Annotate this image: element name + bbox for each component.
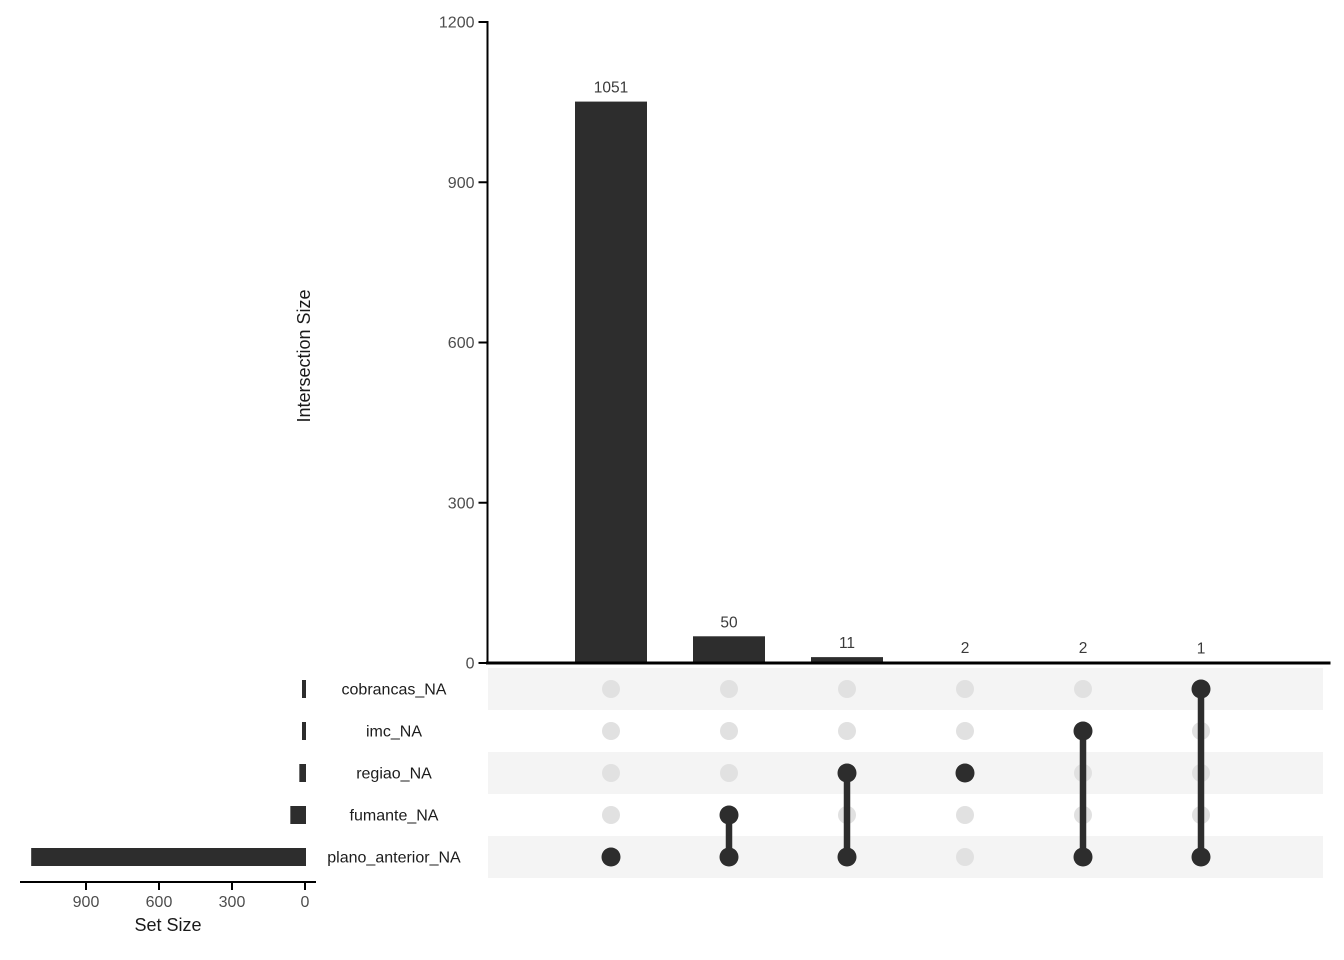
intersection-bar (693, 636, 765, 663)
set-row-label: cobrancas_NA (342, 682, 447, 699)
matrix-dot-inactive (956, 722, 974, 740)
set-row-label: regiao_NA (356, 766, 432, 783)
intersection-size-axis-title: Intersection Size (294, 289, 314, 422)
matrix-dot-inactive (838, 680, 856, 698)
matrix-dot-inactive (602, 722, 620, 740)
matrix-dot-inactive (1074, 680, 1092, 698)
matrix-dot-active (955, 763, 975, 783)
matrix-dot-active (601, 847, 621, 867)
set-size-bar (299, 764, 306, 782)
matrix-dot-inactive (720, 722, 738, 740)
set-row-label: imc_NA (366, 724, 422, 741)
matrix-dot-active (1191, 679, 1211, 699)
matrix-dot-active (1073, 721, 1093, 741)
intersection-bar-value: 50 (720, 614, 738, 631)
set-size-tick-label: 300 (219, 894, 246, 911)
intersection-bar (575, 101, 647, 664)
y-axis-tick-label: 1200 (439, 15, 475, 32)
matrix-dot-active (837, 847, 857, 867)
set-size-bar (302, 722, 306, 740)
set-size-axis-title: Set Size (134, 915, 201, 935)
matrix-row-stripe (488, 836, 1323, 878)
x-baseline (486, 661, 1331, 665)
matrix-dot-inactive (956, 680, 974, 698)
matrix-dot-inactive (720, 680, 738, 698)
matrix-dot-active (837, 763, 857, 783)
intersection-bar-value: 11 (839, 635, 855, 652)
set-row-label: plano_anterior_NA (327, 850, 461, 867)
y-axis-tick-label: 0 (466, 656, 475, 673)
intersection-bar-value: 1 (1197, 640, 1206, 657)
y-axis-tick-label: 900 (448, 175, 475, 192)
matrix-dot-inactive (956, 806, 974, 824)
matrix-dot-inactive (720, 764, 738, 782)
set-size-tick-label: 900 (73, 894, 100, 911)
set-size-tick-label: 0 (301, 894, 310, 911)
intersection-bar-value: 2 (961, 640, 970, 657)
matrix-dot-inactive (602, 764, 620, 782)
intersection-bar (811, 657, 883, 663)
matrix-dot-inactive (602, 806, 620, 824)
set-size-bar (302, 680, 306, 698)
set-row-label: fumante_NA (350, 808, 439, 825)
set-size-bar (31, 848, 307, 866)
intersection-bar-value: 2 (1079, 640, 1088, 657)
matrix-dot-inactive (956, 848, 974, 866)
matrix-dot-active (1191, 847, 1211, 867)
intersection-bar-value: 1051 (594, 80, 628, 97)
matrix-dot-active (1073, 847, 1093, 867)
matrix-row-stripe (488, 668, 1323, 710)
y-axis-tick-label: 300 (448, 495, 475, 512)
matrix-dot-active (719, 805, 739, 825)
matrix-dot-inactive (838, 722, 856, 740)
y-axis-tick-label: 600 (448, 335, 475, 352)
set-size-bar (290, 806, 306, 824)
matrix-dot-active (719, 847, 739, 867)
matrix-dot-inactive (602, 680, 620, 698)
set-size-tick-label: 600 (146, 894, 173, 911)
matrix-row-stripe (488, 752, 1323, 794)
